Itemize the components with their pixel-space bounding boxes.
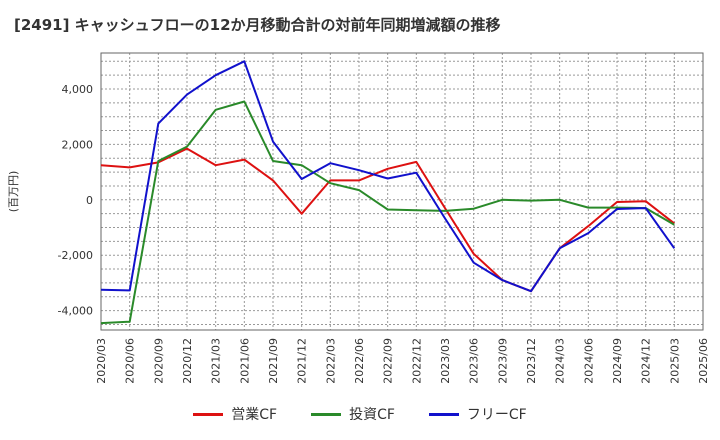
x-tick-label: 2023/03 xyxy=(439,338,452,384)
legend-label-investing-cf: 投資CF xyxy=(349,407,395,423)
x-tick-label: 2025/06 xyxy=(697,338,710,384)
series-line-free-cf xyxy=(100,60,676,293)
x-tick-label: 2025/03 xyxy=(668,338,681,384)
plot-frame xyxy=(100,52,704,331)
x-tick-label: 2024/12 xyxy=(640,338,653,384)
legend-swatch-free-cf xyxy=(428,412,459,416)
y-tick-label: -4,000 xyxy=(58,305,93,318)
y-axis-ticks: -4,000 -2,000 0 2,000 4,000 xyxy=(58,83,93,318)
x-tick-label: 2021/09 xyxy=(267,338,280,384)
legend: 営業CF 投資CF フリーCF xyxy=(0,404,720,424)
x-tick-label: 2023/06 xyxy=(468,338,481,384)
series-line-investing-cf xyxy=(100,100,675,325)
x-tick-label: 2023/09 xyxy=(496,338,509,384)
legend-label-free-cf: フリーCF xyxy=(466,407,527,423)
y-axis-label: (百万円) xyxy=(7,171,20,213)
x-tick-label: 2023/12 xyxy=(525,338,538,384)
x-tick-label: 2021/03 xyxy=(210,338,223,384)
series-line-operating-cf xyxy=(100,147,675,293)
grid-lines xyxy=(101,53,703,330)
x-axis-ticks: 2020/03 2020/06 2020/09 2020/12 2021/03 2021/… xyxy=(95,338,710,384)
x-tick-label: 2020/12 xyxy=(181,338,194,384)
x-tick-label: 2024/03 xyxy=(554,338,567,384)
chart-title: [2491] キャッシュフローの12か月移動合計の対前年同期増減額の推移 xyxy=(14,16,501,34)
legend-item-operating-cf: 営業CF xyxy=(193,404,277,424)
series-lines xyxy=(100,60,676,325)
y-tick-label: 0 xyxy=(86,194,93,207)
x-tick-label: 2024/06 xyxy=(582,338,595,384)
legend-item-free-cf: フリーCF xyxy=(428,404,527,424)
x-tick-label: 2021/12 xyxy=(296,338,309,384)
legend-item-investing-cf: 投資CF xyxy=(311,404,395,424)
x-tick-label: 2022/12 xyxy=(410,338,423,384)
legend-label-operating-cf: 営業CF xyxy=(231,407,278,423)
y-tick-label: -2,000 xyxy=(58,249,93,262)
x-tick-label: 2024/09 xyxy=(611,338,624,384)
y-tick-label: 2,000 xyxy=(62,138,94,151)
x-tick-label: 2021/06 xyxy=(238,338,251,384)
x-tick-label: 2020/09 xyxy=(152,338,165,384)
x-tick-label: 2022/06 xyxy=(353,338,366,384)
x-tick-label: 2020/03 xyxy=(95,338,108,384)
x-tick-label: 2022/03 xyxy=(324,338,337,384)
x-tick-label: 2020/06 xyxy=(124,338,137,384)
legend-swatch-operating-cf xyxy=(193,412,224,416)
legend-swatch-investing-cf xyxy=(311,412,342,416)
x-tick-label: 2022/09 xyxy=(382,338,395,384)
y-tick-label: 4,000 xyxy=(62,83,94,96)
